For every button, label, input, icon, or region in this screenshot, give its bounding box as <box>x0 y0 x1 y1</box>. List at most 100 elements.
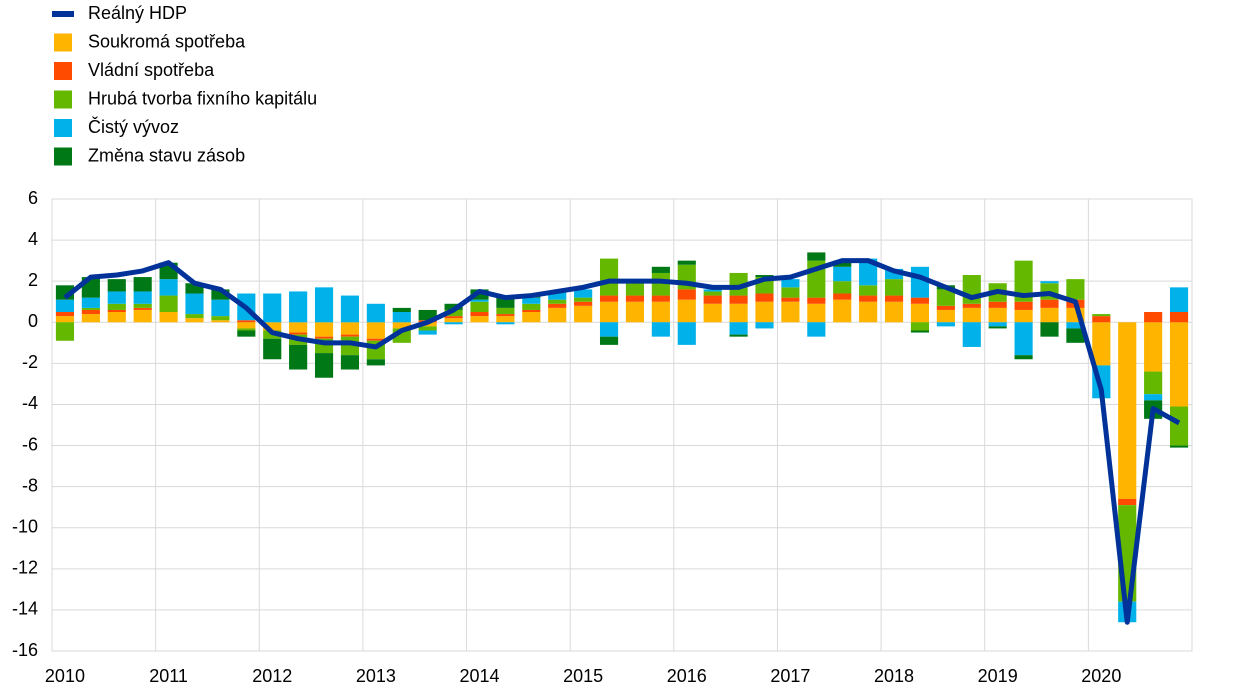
bar-segment <box>496 297 515 308</box>
bar-segment <box>133 291 152 304</box>
legend-label: Čistý vývoz <box>88 116 179 137</box>
bar-segment <box>81 309 100 315</box>
y-tick-label: 0 <box>28 311 38 331</box>
bar-segment <box>988 322 1007 327</box>
bar-segment <box>1040 299 1059 308</box>
bar-segment <box>496 314 515 317</box>
bar-segment <box>263 322 282 331</box>
bar-segment <box>133 307 152 310</box>
bar-segment <box>651 322 670 337</box>
bar-segment <box>1169 322 1189 407</box>
y-tick-label: 4 <box>28 229 38 249</box>
y-tick-label: 6 <box>28 188 38 208</box>
bar-segment <box>910 322 930 331</box>
bar-segment <box>859 295 878 302</box>
legend-swatch <box>54 33 72 52</box>
bar-segment <box>859 301 878 323</box>
y-tick-label: -16 <box>12 640 38 660</box>
bar-segment <box>988 307 1007 323</box>
bar-segment <box>962 322 981 347</box>
bar-segment <box>340 355 360 370</box>
bar-segment <box>55 322 75 341</box>
legend-swatch <box>54 62 72 80</box>
line <box>63 258 1181 625</box>
bar-segment <box>418 326 437 331</box>
bar-segment <box>496 322 515 325</box>
legend-swatch <box>54 90 72 109</box>
bar-segment <box>1118 322 1137 499</box>
bar-segment <box>599 301 619 323</box>
bar-segment <box>81 307 100 310</box>
legend-label: Vládní spotřeba <box>88 60 215 80</box>
bar-segment <box>159 295 178 312</box>
bar-segment <box>884 295 904 302</box>
bar-segment <box>211 289 230 300</box>
bar-segment <box>314 322 334 337</box>
bar-segment <box>599 336 619 345</box>
bar-segment <box>833 299 852 323</box>
bar-segment <box>392 322 411 329</box>
bar-segment <box>729 334 748 337</box>
bar-segment <box>522 309 541 312</box>
bar-segment <box>470 316 489 323</box>
legend-swatch <box>54 147 72 166</box>
bar-segment <box>418 330 437 335</box>
bar-segment <box>599 258 619 296</box>
bar-segment <box>314 287 334 323</box>
bar-segment <box>1169 312 1189 323</box>
bar-segment <box>392 307 411 312</box>
bar-segment <box>936 309 955 323</box>
bar-segment <box>755 293 774 302</box>
bar-segment <box>833 281 852 294</box>
bar-segment <box>755 301 774 323</box>
bar-segment <box>703 295 722 304</box>
bar-segment <box>599 322 619 337</box>
bar-segment <box>185 318 204 323</box>
bar-segment <box>211 320 230 323</box>
x-tick-label: 2020 <box>1081 666 1121 686</box>
bar-segment <box>625 295 645 302</box>
bar-segment <box>833 260 852 267</box>
bar-segment <box>107 312 126 323</box>
legend-swatch <box>52 11 74 17</box>
legend-label: Soukromá spotřeba <box>88 31 246 51</box>
bar-segment <box>1014 355 1033 360</box>
bar-segment <box>185 314 204 319</box>
bar-segment <box>470 301 489 312</box>
bar-segment <box>910 303 930 323</box>
bar-segment <box>1144 322 1163 372</box>
bar-segment <box>910 297 930 304</box>
bar-segment <box>988 326 1007 329</box>
bar-segment <box>392 312 411 323</box>
bar-segment <box>781 301 800 323</box>
bar-segment <box>81 314 100 323</box>
bar-segment <box>677 299 696 323</box>
bar-segment <box>1144 312 1163 323</box>
bar-segment <box>729 295 748 304</box>
bar-segment <box>574 305 593 323</box>
bar-segment <box>729 303 748 323</box>
bar-segment <box>237 330 256 337</box>
bar-segment <box>807 297 826 304</box>
bar-segment <box>211 316 230 321</box>
bar-segment <box>755 275 774 278</box>
bar-segment <box>781 279 800 288</box>
bar-segment <box>1144 394 1163 401</box>
bar-segment <box>55 299 75 312</box>
bar-segment <box>1169 287 1189 312</box>
bar-segment <box>599 295 619 302</box>
bar-segment <box>340 295 360 323</box>
y-tick-label: 2 <box>28 270 38 290</box>
bar-segment <box>470 299 489 302</box>
bar-segment <box>418 309 437 321</box>
bar-segment <box>366 359 385 366</box>
bar-segment <box>237 322 256 329</box>
bar-segment <box>729 322 748 335</box>
bar-segment <box>340 322 360 335</box>
bar-segment <box>107 303 126 310</box>
bar-segment <box>962 307 981 323</box>
bar-segment <box>677 289 696 300</box>
bar-segment <box>703 303 722 323</box>
bar-segment <box>289 344 308 370</box>
